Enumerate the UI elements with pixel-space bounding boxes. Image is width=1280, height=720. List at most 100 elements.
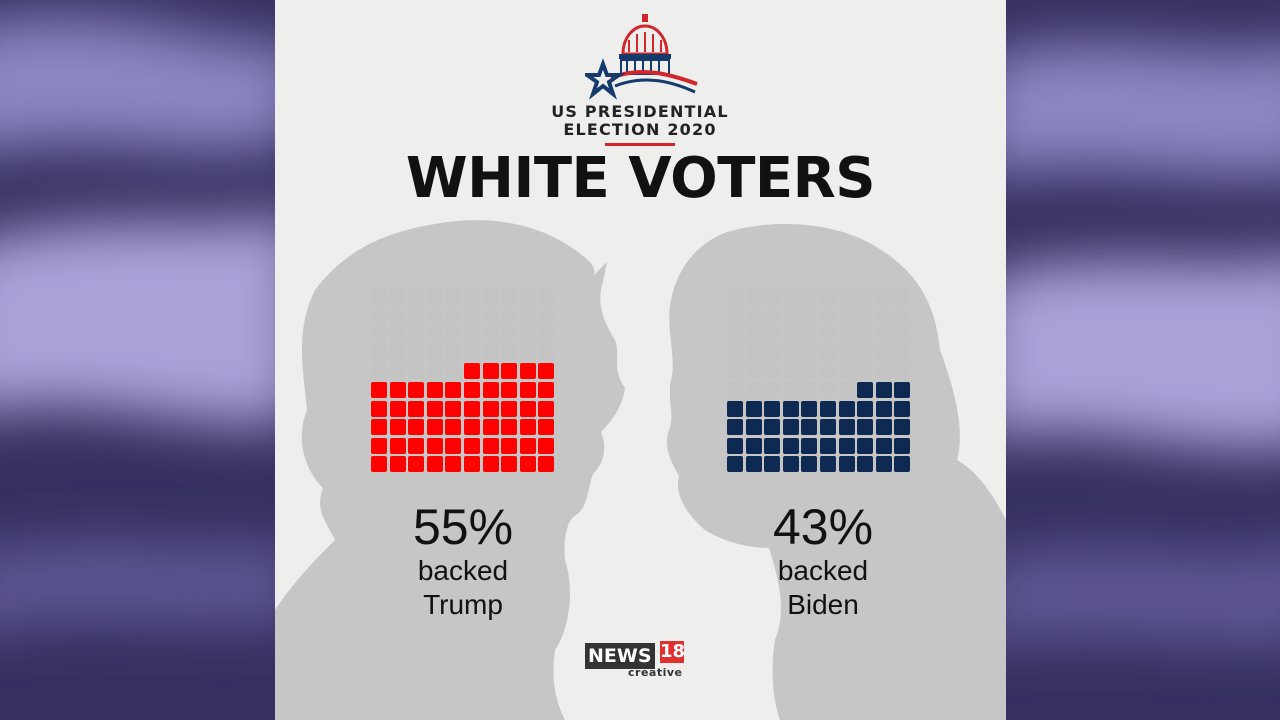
- trump-label-line2: Trump: [423, 589, 503, 620]
- waffle-cell-filled: [519, 400, 536, 417]
- waffle-cell-filled: [389, 437, 406, 454]
- waffle-cell-empty: [519, 289, 536, 305]
- waffle-cell-filled: [857, 456, 874, 473]
- waffle-cell-filled: [727, 419, 743, 436]
- waffle-cell-empty: [445, 363, 462, 380]
- infographic-card: US PRESIDENTIAL ELECTION 2020 WHITE VOTE…: [275, 0, 1006, 720]
- waffle-cell-empty: [838, 363, 855, 380]
- waffle-cell-empty: [389, 363, 406, 380]
- waffle-cell-empty: [727, 289, 743, 305]
- waffle-cell-filled: [764, 400, 781, 417]
- waffle-cell-empty: [801, 344, 818, 361]
- waffle-cell-filled: [463, 456, 480, 473]
- waffle-cell-empty: [538, 307, 555, 324]
- waffle-cell-empty: [426, 307, 443, 324]
- waffle-cell-filled: [801, 456, 818, 473]
- waffle-cell-empty: [745, 344, 762, 361]
- trump-label-line1: backed: [417, 555, 509, 586]
- waffle-cell-empty: [426, 363, 443, 380]
- waffle-cell-filled: [727, 437, 743, 454]
- waffle-cell-filled: [463, 437, 480, 454]
- waffle-cell-empty: [408, 307, 425, 324]
- waffle-cell-filled: [482, 400, 499, 417]
- trump-stat: 55% backed Trump: [363, 500, 563, 622]
- waffle-cell-empty: [801, 326, 818, 343]
- waffle-cell-filled: [819, 400, 836, 417]
- waffle-cell-filled: [894, 456, 911, 473]
- waffle-cell-filled: [482, 381, 499, 398]
- waffle-cell-empty: [857, 363, 874, 380]
- waffle-cell-filled: [538, 456, 555, 473]
- waffle-cell-empty: [782, 363, 799, 380]
- brand-sub: creative: [628, 666, 683, 679]
- waffle-cell-filled: [857, 437, 874, 454]
- waffle-cell-empty: [727, 381, 743, 398]
- waffle-cell-empty: [764, 289, 781, 305]
- waffle-cell-empty: [782, 381, 799, 398]
- waffle-cell-filled: [389, 419, 406, 436]
- waffle-cell-empty: [519, 307, 536, 324]
- waffle-cell-filled: [501, 456, 518, 473]
- waffle-cell-filled: [894, 400, 911, 417]
- waffle-cell-empty: [727, 307, 743, 324]
- waffle-cell-empty: [463, 307, 480, 324]
- waffle-cell-empty: [764, 381, 781, 398]
- biden-waffle-chart: [727, 289, 911, 473]
- event-title-line2: ELECTION 2020: [563, 120, 717, 139]
- waffle-cell-empty: [819, 344, 836, 361]
- waffle-cell-empty: [838, 344, 855, 361]
- waffle-cell-empty: [801, 363, 818, 380]
- waffle-cell-empty: [482, 344, 499, 361]
- waffle-cell-empty: [894, 307, 911, 324]
- waffle-cell-empty: [838, 307, 855, 324]
- waffle-cell-filled: [764, 456, 781, 473]
- waffle-cell-empty: [445, 307, 462, 324]
- waffle-cell-filled: [482, 437, 499, 454]
- waffle-cell-empty: [838, 289, 855, 305]
- brand-name: NEWS: [585, 643, 655, 669]
- waffle-cell-filled: [408, 437, 425, 454]
- waffle-cell-empty: [482, 307, 499, 324]
- waffle-cell-filled: [408, 400, 425, 417]
- waffle-cell-filled: [445, 456, 462, 473]
- waffle-cell-filled: [727, 456, 743, 473]
- waffle-cell-filled: [482, 456, 499, 473]
- waffle-cell-empty: [482, 289, 499, 305]
- waffle-cell-empty: [819, 363, 836, 380]
- waffle-cell-filled: [501, 381, 518, 398]
- waffle-cell-filled: [501, 437, 518, 454]
- waffle-cell-filled: [819, 419, 836, 436]
- waffle-cell-filled: [819, 437, 836, 454]
- waffle-cell-filled: [389, 400, 406, 417]
- event-title-line1: US PRESIDENTIAL: [551, 102, 729, 121]
- waffle-cell-empty: [857, 326, 874, 343]
- waffle-cell-filled: [371, 437, 387, 454]
- waffle-cell-empty: [801, 289, 818, 305]
- waffle-cell-empty: [371, 289, 387, 305]
- waffle-cell-filled: [745, 437, 762, 454]
- headline: WHITE VOTERS: [405, 146, 876, 211]
- waffle-cell-filled: [764, 437, 781, 454]
- waffle-cell-filled: [745, 456, 762, 473]
- waffle-cell-empty: [745, 363, 762, 380]
- waffle-cell-empty: [408, 289, 425, 305]
- waffle-cell-empty: [894, 363, 911, 380]
- biden-label-line1: backed: [777, 555, 869, 586]
- waffle-cell-filled: [482, 363, 499, 380]
- waffle-cell-filled: [857, 419, 874, 436]
- waffle-cell-filled: [745, 419, 762, 436]
- waffle-cell-empty: [727, 326, 743, 343]
- capitol-star-icon: [585, 14, 698, 100]
- waffle-cell-empty: [894, 344, 911, 361]
- waffle-cell-filled: [445, 419, 462, 436]
- waffle-cell-filled: [389, 456, 406, 473]
- waffle-cell-empty: [782, 289, 799, 305]
- waffle-cell-empty: [408, 326, 425, 343]
- waffle-cell-filled: [519, 419, 536, 436]
- waffle-cell-filled: [371, 456, 387, 473]
- waffle-cell-empty: [764, 307, 781, 324]
- waffle-cell-filled: [538, 419, 555, 436]
- waffle-cell-filled: [875, 381, 892, 398]
- waffle-cell-filled: [727, 400, 743, 417]
- waffle-cell-empty: [371, 307, 387, 324]
